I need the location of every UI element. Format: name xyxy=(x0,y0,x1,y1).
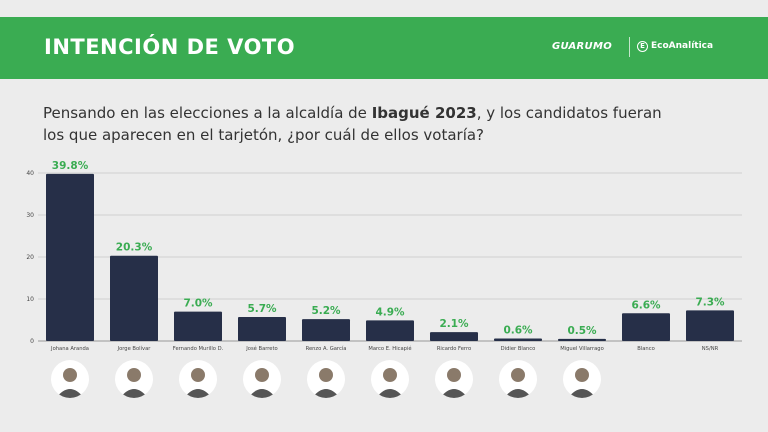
x-category-label: NS/NR xyxy=(702,346,719,352)
bar-value-label: 20.3% xyxy=(116,242,153,254)
candidate-photo xyxy=(499,360,537,398)
y-tick-label: 0 xyxy=(30,338,34,345)
bar-value-label: 0.6% xyxy=(503,324,533,336)
candidate-photo xyxy=(115,360,153,398)
bar xyxy=(622,313,670,341)
candidate-photo xyxy=(307,360,345,398)
candidate-photo xyxy=(243,360,281,398)
page-title: INTENCIÓN DE VOTO xyxy=(44,35,296,59)
bar-value-label: 2.1% xyxy=(439,318,469,330)
candidate-photo xyxy=(563,360,601,398)
candidate-photo xyxy=(371,360,409,398)
bar xyxy=(302,319,350,341)
y-tick-label: 30 xyxy=(26,212,34,219)
y-tick-label: 20 xyxy=(26,254,34,261)
x-category-label: Blanco xyxy=(637,346,655,352)
bar xyxy=(494,338,542,341)
x-category-label: Johana Aranda xyxy=(50,346,89,352)
bar-value-label: 6.6% xyxy=(631,299,661,311)
bar xyxy=(686,310,734,341)
bar-value-label: 5.2% xyxy=(311,305,341,317)
question-highlight: Ibagué 2023 xyxy=(371,104,477,122)
bar xyxy=(110,255,158,341)
guarumo-logo: GUARUMO xyxy=(552,41,612,52)
bar xyxy=(558,338,606,341)
x-category-label: Ricardo Ferro xyxy=(437,346,471,352)
bar xyxy=(238,317,286,341)
ecoanalitica-logo: EcoAnalítica xyxy=(651,41,714,51)
bar-value-label: 7.0% xyxy=(183,298,213,310)
candidate-photo xyxy=(51,360,89,398)
bar xyxy=(366,320,414,341)
candidate-photos-row xyxy=(0,360,768,400)
y-tick-label: 10 xyxy=(26,296,34,303)
x-category-label: Jorge Bolívar xyxy=(117,345,152,352)
brand-divider xyxy=(629,37,630,57)
bar-value-label: 4.9% xyxy=(375,306,405,318)
candidate-photo xyxy=(435,360,473,398)
bar-value-label: 7.3% xyxy=(695,296,725,308)
x-category-label: Renzo A. García xyxy=(306,345,347,352)
candidate-photo xyxy=(179,360,217,398)
x-category-label: José Barreto xyxy=(245,345,277,352)
x-category-label: Fernando Murillo D. xyxy=(173,346,224,352)
bar-value-label: 39.8% xyxy=(52,160,89,172)
x-category-label: Miguel Villarrago xyxy=(560,346,604,352)
survey-question: Pensando en las elecciones a la alcaldía… xyxy=(43,104,662,144)
y-tick-label: 40 xyxy=(26,170,34,177)
x-category-label: Marco E. Hicapié xyxy=(368,345,411,352)
bar xyxy=(174,311,222,341)
bar-value-label: 5.7% xyxy=(247,303,277,315)
bar xyxy=(430,332,478,341)
vote-intention-bar-chart: 0 10 20 30 40 39.8% Johana Aranda 20.3% Jorge Bo… xyxy=(26,160,742,352)
x-category-label: Didier Blanco xyxy=(501,346,536,352)
ecoanalitica-icon: E xyxy=(637,41,648,52)
bar-value-label: 0.5% xyxy=(567,325,597,337)
bar xyxy=(46,173,94,341)
header-banner: INTENCIÓN DE VOTO GUARUMO E EcoAnalítica xyxy=(0,17,768,79)
